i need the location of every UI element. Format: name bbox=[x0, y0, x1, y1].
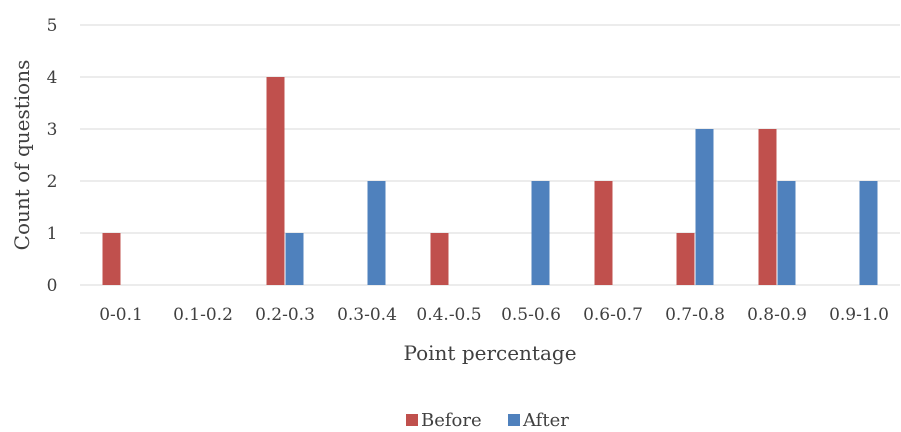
legend-label-before: Before bbox=[421, 410, 482, 431]
y-tick-label: 4 bbox=[47, 68, 58, 88]
x-tick-label: 0.3-0.4 bbox=[337, 305, 397, 325]
x-tick-label: 0.2-0.3 bbox=[255, 305, 315, 325]
bar-after-9 bbox=[859, 181, 878, 285]
bar-after-7 bbox=[695, 129, 714, 285]
y-axis-title: Count of questions bbox=[10, 60, 34, 251]
bar-before-6 bbox=[594, 181, 613, 285]
legend-swatch-after bbox=[508, 414, 520, 426]
bar-before-2 bbox=[266, 77, 285, 285]
y-tick-label: 5 bbox=[47, 16, 58, 36]
x-tick-label: 0.6-0.7 bbox=[583, 305, 643, 325]
bar-after-5 bbox=[531, 181, 550, 285]
x-tick-label: 0.4.-0.5 bbox=[416, 305, 481, 325]
y-axis-ticks: 0 1 2 3 4 5 bbox=[47, 16, 58, 296]
y-tick-label: 0 bbox=[47, 276, 58, 296]
bar-before-0 bbox=[102, 233, 121, 285]
x-tick-label: 0.7-0.8 bbox=[665, 305, 725, 325]
x-axis-title: Point percentage bbox=[403, 341, 576, 365]
gridlines bbox=[80, 24, 900, 286]
x-tick-label: 0.8-0.9 bbox=[747, 305, 807, 325]
bar-after-8 bbox=[777, 181, 796, 285]
y-tick-label: 1 bbox=[47, 224, 58, 244]
bar-after-2 bbox=[285, 233, 304, 285]
bars bbox=[102, 77, 878, 285]
legend-swatch-before bbox=[406, 414, 418, 426]
x-tick-label: 0.5-0.6 bbox=[501, 305, 561, 325]
bar-before-4 bbox=[430, 233, 449, 285]
bar-before-7 bbox=[676, 233, 695, 285]
bar-before-8 bbox=[758, 129, 777, 285]
x-tick-label: 0.9-1.0 bbox=[829, 305, 889, 325]
bar-after-3 bbox=[367, 181, 386, 285]
legend-label-after: After bbox=[522, 410, 569, 431]
legend: Before After bbox=[406, 410, 569, 431]
y-tick-label: 2 bbox=[47, 172, 58, 192]
y-tick-label: 3 bbox=[47, 120, 58, 140]
x-tick-label: 0.1-0.2 bbox=[173, 305, 233, 325]
x-axis-ticks: 0-0.1 0.1-0.2 0.2-0.3 0.3-0.4 0.4.-0.5 0.5-0.… bbox=[99, 305, 889, 325]
x-tick-label: 0-0.1 bbox=[99, 305, 143, 325]
